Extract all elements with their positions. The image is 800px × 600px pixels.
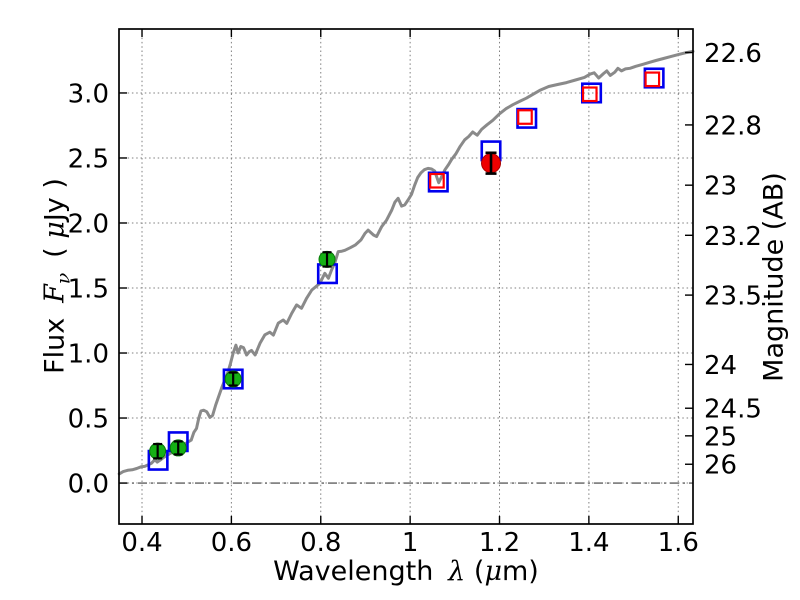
- blue-square-markers: [147, 67, 665, 471]
- x-tick-label: 1.6: [658, 528, 699, 558]
- flux-symbol: Fν: [39, 272, 75, 303]
- flux-tick-label: 2.0: [68, 209, 109, 239]
- magnitude-tick-label: 22.6: [704, 39, 762, 69]
- x-tick-label: 0.8: [300, 528, 341, 558]
- magnitude-tick-label: 23.2: [704, 222, 762, 252]
- y-axis-label-flux: Flux Fν ( μJy ): [39, 178, 74, 374]
- blue-square-marker: [427, 171, 449, 193]
- model-spectrum-line: [117, 49, 695, 476]
- flux-tick-label: 1.5: [68, 275, 109, 305]
- magnitude-tick-label: 24.5: [704, 395, 762, 425]
- x-axis-unit: (μm): [473, 556, 539, 587]
- axes-frame: [118, 28, 694, 525]
- green-circle-markers: [149, 250, 336, 460]
- x-tick-label: 0.4: [121, 528, 162, 558]
- red-square-marker: [429, 172, 445, 189]
- x-tick-label: 0.6: [211, 528, 252, 558]
- magnitude-tick-label: 25: [704, 422, 737, 452]
- red-square-marker: [517, 109, 533, 125]
- flux-label-text: Flux: [39, 317, 71, 374]
- blue-square-marker: [222, 368, 244, 390]
- x-tick-label: 1.4: [568, 528, 609, 558]
- magnitude-tick-label: 22.8: [704, 111, 762, 141]
- axes-frame: [118, 28, 694, 525]
- x-tick-label: 1.2: [479, 528, 520, 558]
- magnitude-tick-label: 26: [704, 451, 737, 481]
- red-square-marker: [581, 86, 598, 103]
- x-tick-label: 1: [402, 528, 419, 558]
- red-square-marker: [644, 71, 661, 88]
- magnitude-tick-label: 24: [704, 351, 737, 381]
- lambda-symbol: λ: [448, 556, 466, 587]
- x-axis-label: Wavelength λ (μm): [106, 556, 706, 587]
- magnitude-tick-label: 23.5: [704, 282, 762, 312]
- red-square-markers: [429, 71, 661, 189]
- flux-tick-label: 2.5: [68, 144, 109, 174]
- magnitude-tick-label: 23: [704, 172, 737, 202]
- flux-tick-label: 1.0: [68, 340, 109, 370]
- flux-tick-label: 0.5: [68, 405, 109, 435]
- red-circle-marker: [481, 151, 502, 175]
- x-axis-label-text: Wavelength: [273, 556, 434, 587]
- y-axis-label-magnitude: Magnitude (AB): [758, 172, 790, 382]
- axis-ticks: [119, 29, 693, 524]
- flux-unit: ( μJy ): [39, 178, 71, 258]
- grid-lines: [119, 29, 693, 524]
- model-spectrum-line: [117, 49, 695, 476]
- tick-labels: 0.4 0.6 0.8 1 1.2 1.4 1.6 0.0 0.5 1.0 1.5 2.0 2.5 3.0…: [68, 39, 762, 558]
- flux-tick-label: 3.0: [68, 79, 109, 109]
- flux-tick-label: 0.0: [68, 470, 109, 500]
